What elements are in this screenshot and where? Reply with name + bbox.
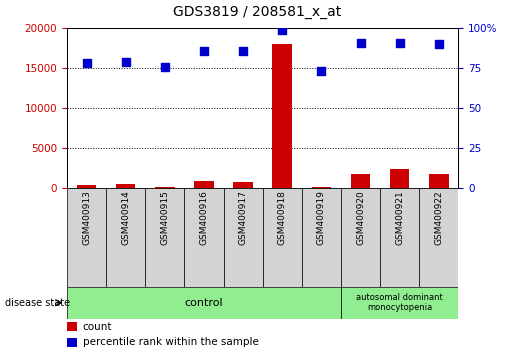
Bar — [263, 188, 302, 287]
Text: GSM400920: GSM400920 — [356, 190, 365, 245]
Point — [278, 27, 286, 33]
Text: GSM400919: GSM400919 — [317, 190, 326, 245]
Bar — [106, 188, 145, 287]
Bar — [390, 169, 409, 188]
Bar — [233, 182, 253, 188]
Text: GSM400916: GSM400916 — [199, 190, 209, 245]
Bar — [67, 322, 77, 331]
Bar — [380, 188, 419, 287]
Bar — [67, 338, 77, 347]
Text: GSM400914: GSM400914 — [121, 190, 130, 245]
Bar — [67, 287, 341, 319]
Text: GDS3819 / 208581_x_at: GDS3819 / 208581_x_at — [174, 5, 341, 19]
Bar — [77, 185, 96, 188]
Bar — [145, 188, 184, 287]
Point — [396, 40, 404, 46]
Point — [435, 41, 443, 47]
Point — [356, 40, 365, 46]
Bar — [341, 287, 458, 319]
Point — [317, 69, 325, 74]
Bar — [224, 188, 263, 287]
Text: count: count — [82, 321, 112, 332]
Bar — [302, 188, 341, 287]
Bar — [351, 174, 370, 188]
Point — [82, 61, 91, 66]
Text: disease state: disease state — [5, 298, 70, 308]
Bar — [429, 174, 449, 188]
Text: GSM400922: GSM400922 — [434, 190, 443, 245]
Bar — [155, 187, 175, 188]
Bar — [184, 188, 224, 287]
Bar — [341, 188, 380, 287]
Point — [239, 48, 247, 53]
Text: GSM400918: GSM400918 — [278, 190, 287, 245]
Bar — [272, 44, 292, 188]
Point — [122, 59, 130, 65]
Text: GSM400915: GSM400915 — [160, 190, 169, 245]
Bar — [312, 187, 331, 188]
Text: GSM400917: GSM400917 — [238, 190, 248, 245]
Text: control: control — [185, 298, 224, 308]
Text: autosomal dominant
monocytopenia: autosomal dominant monocytopenia — [356, 293, 443, 312]
Bar — [419, 188, 458, 287]
Point — [200, 48, 208, 53]
Text: GSM400913: GSM400913 — [82, 190, 91, 245]
Text: percentile rank within the sample: percentile rank within the sample — [82, 337, 259, 348]
Text: GSM400921: GSM400921 — [395, 190, 404, 245]
Bar — [67, 188, 106, 287]
Bar — [116, 184, 135, 188]
Point — [161, 64, 169, 69]
Bar — [194, 181, 214, 188]
